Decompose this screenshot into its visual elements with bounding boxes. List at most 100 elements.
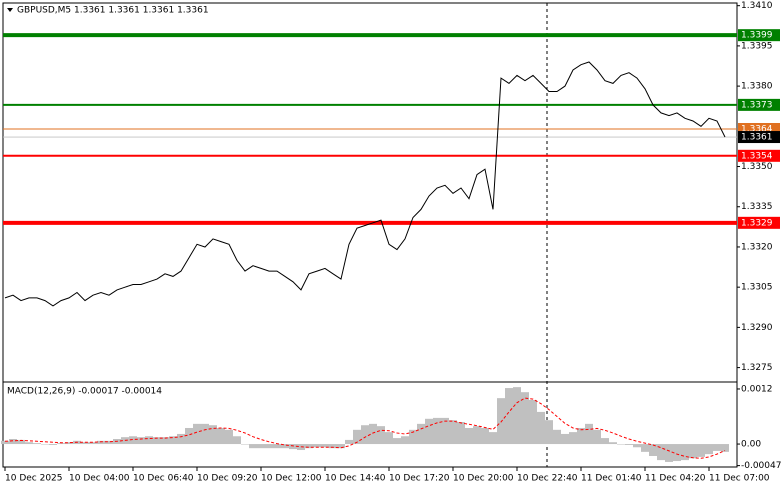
macd-bar [673,444,681,462]
macd-bar [321,444,329,448]
x-tick-label: 10 Dec 04:00 [69,474,130,484]
macd-bar [641,444,649,452]
macd-bar [369,423,377,445]
macd-bar [89,442,97,445]
x-tick-label: 11 Dec 04:20 [645,474,706,484]
x-tick-label: 10 Dec 2025 [5,474,63,484]
macd-bar [457,422,465,445]
macd-bar [65,442,73,445]
y-tick-label: 1.3275 [741,363,773,373]
macd-bar [337,444,345,449]
macd-bar [553,429,561,445]
x-tick-label: 10 Dec 14:40 [325,474,386,484]
chart-title: GBPUSD,M5 1.3361 1.3361 1.3361 1.3361 [17,6,209,16]
macd-bar [521,392,529,445]
x-tick-label: 11 Dec 07:00 [709,474,770,484]
x-tick-label: 11 Dec 01:40 [581,474,642,484]
macd-bar [705,444,713,455]
last-price-label: 1.3361 [741,133,773,143]
macd-bar [385,432,393,445]
macd-bar [401,436,409,445]
macd-bar [657,444,665,461]
macd-bar [585,423,593,445]
macd-bar [409,429,417,445]
macd-bar [193,423,201,445]
macd-bar [265,444,273,449]
macd-bar [33,443,41,445]
level-label-box [738,149,780,162]
macd-bar [513,387,521,445]
x-tick-label: 10 Dec 17:20 [389,474,450,484]
macd-bar [233,436,241,445]
macd-bar [417,423,425,445]
macd-bar [561,433,569,445]
macd-bar [241,444,249,445]
y-tick-label: 1.3335 [741,202,773,212]
signal-line [4,397,726,459]
level-label-box [738,29,780,42]
macd-bar [161,437,169,445]
macd-bar [545,420,553,445]
macd-bar [617,444,625,445]
macd-bar [201,423,209,445]
macd-bar [689,444,697,459]
last-price-box [738,131,780,144]
macd-bar [665,444,673,462]
macd-bar [225,429,233,445]
macd-bar [145,436,153,445]
macd-bar [361,425,369,445]
level-label: 1.3399 [741,31,773,41]
macd-bar [425,418,433,445]
macd-bar [473,426,481,445]
macd-bar [441,417,449,445]
macd-bar [105,440,113,445]
y-tick-label: 1.3410 [741,1,773,11]
macd-bar [281,444,289,449]
y-tick-label: 1.3350 [741,162,773,172]
macd-bar [433,417,441,445]
macd-bar [625,444,633,445]
macd-bar [377,426,385,445]
macd-bar [313,444,321,448]
x-tick-label: 10 Dec 12:00 [261,474,322,484]
macd-bar [81,442,89,445]
macd-bar [505,388,513,445]
menu-arrow [7,8,13,12]
macd-bar [697,444,705,457]
macd-bar [649,444,657,456]
macd-bar [217,427,225,445]
macd-bar [497,398,505,445]
macd-bar [153,437,161,445]
macd-bar [537,411,545,445]
macd-bar [569,432,577,445]
macd-bar [449,420,457,445]
macd-bar [185,427,193,445]
y-tick-label: 1.3290 [741,323,773,333]
x-tick-label: 10 Dec 09:20 [197,474,258,484]
macd-bar [57,443,65,445]
macd-bar [633,444,641,448]
macd-bar [345,439,353,445]
price-line [4,61,726,307]
macd-bar [489,432,497,445]
macd-bar [305,444,313,449]
y-tick-label: 1.3305 [741,283,773,293]
macd-bar [9,439,17,445]
macd-bar [97,440,105,445]
macd-bar [353,429,361,445]
macd-bar [393,438,401,445]
macd-bar [177,433,185,445]
macd-bar [609,442,617,445]
level-label-box [738,216,780,229]
y-tick-label: 1.3395 [741,41,773,51]
macd-bar [257,444,265,449]
macd-bar [41,444,49,445]
macd-bar [137,437,145,445]
macd-bar [25,442,33,445]
y-tick-label: 0.00 [741,440,761,450]
y-tick-label: 1.3380 [741,82,773,92]
macd-bar [481,427,489,445]
macd-bar [169,436,177,445]
